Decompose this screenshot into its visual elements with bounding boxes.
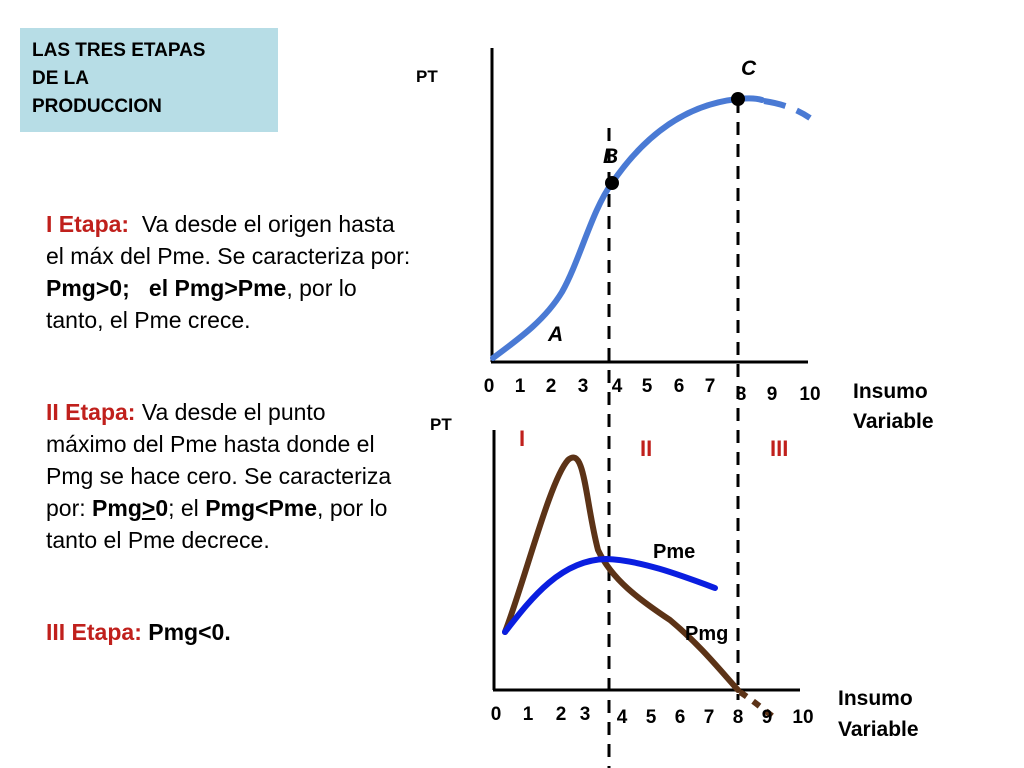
stage2-text-3: , por lo tanto el Pme decrece. bbox=[46, 495, 388, 553]
top-tick-0: 0 bbox=[484, 376, 495, 397]
point-b-label: B bbox=[603, 145, 618, 168]
title-box: LAS TRES ETAPAS DE LA PRODUCCION bbox=[20, 28, 278, 132]
stage2-condition-1u: > bbox=[141, 495, 156, 521]
stage2-label: II Etapa: bbox=[46, 399, 136, 425]
top-tick-7: 7 bbox=[705, 376, 716, 397]
bottom-x-label-line1: Insumo bbox=[838, 687, 913, 710]
stage2-description: II Etapa: Va desde el punto máximo del P… bbox=[46, 396, 411, 556]
top-y-label: PT bbox=[416, 67, 438, 86]
top-tick-10: 10 bbox=[799, 384, 820, 405]
top-tick-2: 2 bbox=[546, 376, 557, 397]
stage1-text-2: el bbox=[148, 275, 175, 301]
bottom-x-label-line2: Variable bbox=[838, 718, 919, 741]
pmg-curve-dashed bbox=[738, 689, 774, 719]
title-line-2: DE LA bbox=[32, 68, 89, 89]
title-line-3: PRODUCCION bbox=[32, 96, 162, 117]
stage1-condition-2: Pmg>Pme bbox=[174, 275, 287, 301]
top-x-ticks: 0 1 2 3 4 5 6 7 8 9 10 bbox=[484, 376, 821, 405]
top-tick-8: 8 bbox=[736, 384, 747, 405]
bottom-y-label: PT bbox=[430, 415, 452, 434]
pmg-curve bbox=[502, 454, 741, 693]
point-c-marker bbox=[731, 92, 745, 106]
stage2-condition-1a: Pmg bbox=[92, 495, 142, 521]
pt-curve-dashed bbox=[763, 98, 812, 121]
top-x-label-line2: Variable bbox=[853, 410, 934, 433]
bottom-tick-7: 7 bbox=[704, 707, 715, 728]
bottom-tick-1: 1 bbox=[523, 704, 534, 725]
bottom-tick-10: 10 bbox=[792, 707, 813, 728]
bottom-tick-3: 3 bbox=[580, 704, 591, 725]
bottom-x-ticks: 0 1 2 3 4 5 6 7 8 9 10 bbox=[491, 704, 814, 728]
pme-curve bbox=[502, 555, 718, 635]
top-x-label-line1: Insumo bbox=[853, 380, 928, 403]
stage-iii-label: III bbox=[770, 436, 788, 461]
top-tick-3: 3 bbox=[578, 376, 589, 397]
point-c-label: C bbox=[741, 57, 757, 80]
stage1-condition-1: Pmg>0; bbox=[46, 275, 130, 301]
bottom-tick-2: 2 bbox=[556, 704, 567, 725]
top-tick-1: 1 bbox=[515, 376, 526, 397]
title-line-1: LAS TRES ETAPAS bbox=[32, 40, 206, 61]
bottom-tick-4: 4 bbox=[617, 707, 628, 728]
stage1-text-3: , por lo tanto, el Pme crece. bbox=[46, 275, 357, 333]
top-tick-4: 4 bbox=[612, 376, 623, 397]
stage-i-label: I bbox=[519, 426, 525, 451]
bottom-tick-8: 8 bbox=[733, 707, 744, 728]
point-a-label: A bbox=[547, 323, 563, 346]
stage3-label: III Etapa: bbox=[46, 619, 142, 645]
stage2-condition-1b: 0 bbox=[155, 495, 169, 521]
bottom-tick-9: 9 bbox=[762, 707, 773, 728]
stage1-text-1: Va desde el origen hasta el máx del Pme.… bbox=[46, 211, 411, 269]
stage2-text-2: ; el bbox=[168, 495, 206, 521]
bottom-tick-0: 0 bbox=[491, 704, 502, 725]
top-tick-5: 5 bbox=[642, 376, 653, 397]
stage3-condition: Pmg<0. bbox=[148, 619, 231, 645]
stage2-condition-2: Pmg<Pme bbox=[205, 495, 318, 521]
point-b-marker bbox=[605, 176, 619, 190]
stage-ii-label: II bbox=[640, 436, 652, 461]
pt-curve bbox=[490, 95, 765, 361]
stage3-description: III Etapa: Pmg<0. bbox=[46, 616, 411, 648]
stage2-text-1: Va desde el punto máximo del Pme hasta d… bbox=[46, 399, 392, 521]
pme-label: Pme bbox=[653, 541, 695, 563]
top-tick-9: 9 bbox=[767, 384, 778, 405]
stage1-label: I Etapa: bbox=[46, 211, 130, 237]
pmg-label: Pmg bbox=[685, 623, 728, 645]
bottom-tick-6: 6 bbox=[675, 707, 686, 728]
stage1-description: I Etapa: Va desde el origen hasta el máx… bbox=[46, 208, 411, 336]
bottom-tick-5: 5 bbox=[646, 707, 657, 728]
top-tick-6: 6 bbox=[674, 376, 685, 397]
